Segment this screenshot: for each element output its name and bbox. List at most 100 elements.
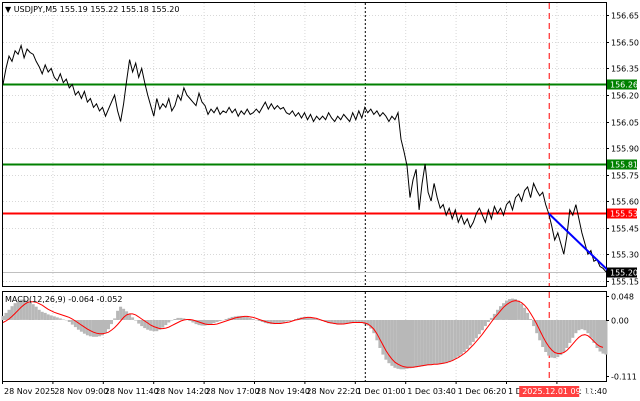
macd-bar-51 bbox=[155, 320, 159, 332]
macd-bar-1 bbox=[4, 312, 8, 320]
macd-bar-113 bbox=[342, 320, 346, 325]
macd-bar-44 bbox=[134, 320, 138, 321]
xtick-label-11: 1 Dec 11:40 bbox=[558, 387, 607, 396]
xtick-label-1: 28 Nov 09:00 bbox=[54, 387, 108, 396]
macd-bar-71 bbox=[215, 320, 219, 322]
macd-bar-161 bbox=[486, 320, 490, 322]
macd-bar-94 bbox=[284, 320, 288, 322]
macd-bar-122 bbox=[369, 320, 373, 329]
macd-bar-28 bbox=[85, 320, 89, 336]
xtick-label-5: 28 Nov 19:40 bbox=[256, 387, 310, 396]
macd-bar-154 bbox=[465, 320, 469, 349]
macd-bar-129 bbox=[390, 320, 394, 366]
macd-bar-54 bbox=[164, 320, 168, 326]
macd-bar-22 bbox=[67, 320, 71, 322]
macd-bar-62 bbox=[188, 320, 192, 321]
macd-bar-191 bbox=[577, 320, 581, 331]
current-price-label: 155.20 bbox=[610, 269, 638, 278]
macd-bar-118 bbox=[357, 320, 361, 323]
macd-bar-8 bbox=[25, 300, 29, 320]
vertical-gridlines bbox=[52, 3, 558, 381]
macd-bar-55 bbox=[167, 320, 171, 323]
macd-bar-180 bbox=[544, 320, 548, 352]
macd-bar-59 bbox=[179, 317, 183, 320]
macd-bar-34 bbox=[104, 320, 107, 334]
macd-bar-81 bbox=[245, 316, 249, 320]
macd-bar-198 bbox=[598, 320, 602, 352]
macd-bar-141 bbox=[426, 320, 430, 366]
macd-bar-156 bbox=[471, 320, 475, 342]
xtick-label-0: 28 Nov 2025 bbox=[4, 387, 55, 396]
macd-bar-85 bbox=[257, 320, 261, 321]
macd-bar-121 bbox=[366, 320, 370, 326]
macd-bar-9 bbox=[28, 302, 32, 320]
macd-bar-185 bbox=[559, 320, 563, 356]
macd-bar-35 bbox=[107, 320, 110, 330]
macd-bar-160 bbox=[483, 320, 487, 327]
macd-bar-125 bbox=[378, 320, 382, 348]
macd-bar-192 bbox=[580, 320, 584, 330]
macd-bar-65 bbox=[197, 320, 201, 326]
ytick-label-0: 156.65 bbox=[611, 12, 639, 21]
macd-bar-139 bbox=[420, 320, 424, 367]
level-badge-2 bbox=[607, 208, 637, 219]
xtick-label-7: 1 Dec 01:00 bbox=[357, 387, 406, 396]
macd-bar-179 bbox=[541, 320, 545, 347]
macd-bar-163 bbox=[492, 313, 496, 320]
macd-bar-2 bbox=[7, 309, 11, 320]
macd-bar-171 bbox=[517, 300, 521, 320]
macd-bar-50 bbox=[152, 320, 156, 332]
macd-bar-20 bbox=[61, 319, 65, 320]
xtick-label-3: 28 Nov 14:20 bbox=[155, 387, 209, 396]
price-series-line bbox=[2, 43, 607, 273]
macd-bar-68 bbox=[206, 320, 210, 326]
ytick-label-7: 155.60 bbox=[611, 198, 639, 207]
macd-bar-23 bbox=[70, 320, 74, 325]
macd-bar-127 bbox=[384, 320, 388, 360]
macd-bar-41 bbox=[125, 311, 129, 320]
macd-bar-31 bbox=[95, 320, 98, 337]
macd-bar-140 bbox=[423, 320, 427, 366]
ytick-label-3: 156.20 bbox=[611, 92, 639, 101]
macd-histogram bbox=[1, 298, 608, 370]
macd-bar-70 bbox=[212, 320, 216, 324]
macd-bar-103 bbox=[312, 317, 315, 320]
ytick-label-4: 156.05 bbox=[611, 119, 639, 128]
price-axis: 156.65 156.50 156.35 156.20 156.05 155.90 155.… bbox=[606, 12, 639, 287]
macd-bar-36 bbox=[110, 320, 113, 325]
macd-bar-112 bbox=[339, 320, 343, 325]
macd-tick-label-0: 0.048 bbox=[611, 293, 634, 302]
macd-bar-144 bbox=[435, 320, 439, 365]
macd-bar-133 bbox=[402, 320, 406, 370]
title-triangle: ▼ bbox=[5, 5, 14, 14]
macd-bar-4 bbox=[13, 303, 17, 320]
xtick-label-6: 28 Nov 22:20 bbox=[306, 387, 360, 396]
macd-bar-108 bbox=[327, 320, 331, 324]
macd-bar-64 bbox=[194, 320, 198, 325]
macd-bar-79 bbox=[239, 315, 243, 320]
macd-bar-152 bbox=[459, 320, 463, 355]
macd-bar-45 bbox=[137, 320, 141, 324]
ohlc-open: 155.19 bbox=[60, 5, 91, 14]
level-label-1: 155.81 bbox=[610, 161, 638, 170]
macd-bar-6 bbox=[19, 299, 23, 320]
macd-bar-26 bbox=[79, 320, 83, 332]
macd-bar-135 bbox=[408, 320, 412, 369]
macd-bar-42 bbox=[128, 313, 132, 320]
macd-bar-196 bbox=[592, 320, 596, 343]
macd-bar-162 bbox=[489, 317, 493, 320]
macd-label: MACD(12,26,9) -0.064 -0.052 bbox=[5, 295, 122, 304]
macd-tick-label-1: 0.00 bbox=[611, 317, 629, 326]
macd-bar-109 bbox=[330, 320, 334, 324]
macd-bar-80 bbox=[242, 316, 246, 320]
macd-bar-123 bbox=[372, 320, 376, 334]
macd-bar-174 bbox=[526, 312, 530, 320]
macd-bar-32 bbox=[98, 320, 101, 337]
macd-bar-58 bbox=[176, 317, 180, 320]
macd-bar-52 bbox=[158, 320, 162, 330]
macd-bar-189 bbox=[571, 320, 575, 338]
macd-bar-29 bbox=[88, 320, 92, 337]
macd-bar-153 bbox=[462, 320, 466, 352]
macd-bar-82 bbox=[248, 317, 252, 320]
macd-bar-193 bbox=[583, 320, 587, 331]
